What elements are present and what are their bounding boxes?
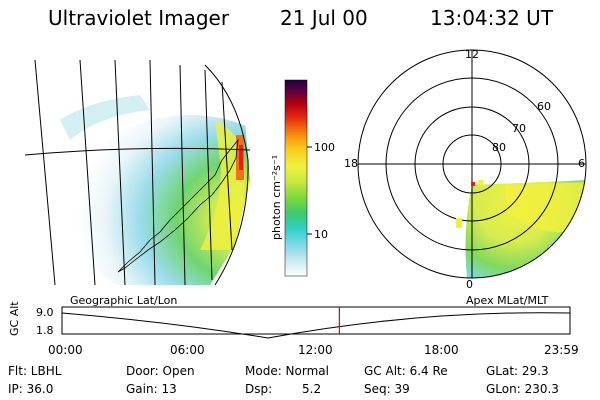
glat-info: GLat: 29.3	[486, 364, 549, 378]
lat-label-70: 70	[512, 122, 526, 135]
timeline-plot	[61, 306, 571, 339]
coastline	[117, 138, 239, 273]
mlt-label-18: 18	[344, 157, 358, 170]
seq-info: Seq: 39	[364, 382, 410, 396]
polar-plot	[357, 49, 587, 279]
timeline-ytick-high: 9.0	[36, 306, 54, 319]
lat-label-80: 80	[492, 141, 506, 154]
gain-info: Gain: 13	[126, 382, 177, 396]
mode-info: Mode: Normal	[245, 364, 329, 378]
colorbar-tick-10: 10	[314, 228, 328, 241]
timeline-xtick-1200: 12:00	[298, 343, 333, 357]
timeline-xtick-1800: 18:00	[424, 343, 459, 357]
date-label: 21 Jul 00	[280, 6, 368, 30]
instrument-title: Ultraviolet Imager	[48, 6, 230, 30]
lat-label-60: 60	[537, 100, 551, 113]
dsp-value: 5.2	[302, 382, 322, 396]
timeline-xtick-0000: 00:00	[48, 343, 83, 357]
right-panel-label: Apex MLat/MLT	[466, 294, 549, 307]
timeline-ytick-low: 1.8	[36, 324, 54, 337]
door-info: Door: Open	[126, 364, 195, 378]
colorbar	[284, 79, 308, 277]
latlon-grid	[24, 59, 251, 286]
ip-info: IP: 36.0	[8, 382, 54, 396]
mlt-label-12: 12	[465, 48, 479, 61]
timeline-xtick-2359: 23:59	[544, 343, 579, 357]
gcalt-info: GC Alt: 6.4 Re	[364, 364, 448, 378]
geographic-image	[40, 60, 250, 285]
glon-info: GLon: 230.3	[486, 382, 559, 396]
mlt-label-6: 6	[578, 157, 585, 170]
timeline-xtick-0600: 06:00	[170, 343, 205, 357]
filter-info: Flt: LBHL	[8, 364, 62, 378]
timeline-axis-label: GC Alt	[8, 301, 21, 336]
left-panel-label: Geographic Lat/Lon	[70, 294, 178, 307]
dsp-label: Dsp:	[245, 382, 273, 396]
time-label: 13:04:32 UT	[430, 6, 554, 30]
mlt-label-0: 0	[466, 278, 473, 291]
colorbar-unit-label: photon cm⁻²s⁻¹	[270, 154, 283, 240]
colorbar-tick-100: 100	[314, 141, 335, 154]
